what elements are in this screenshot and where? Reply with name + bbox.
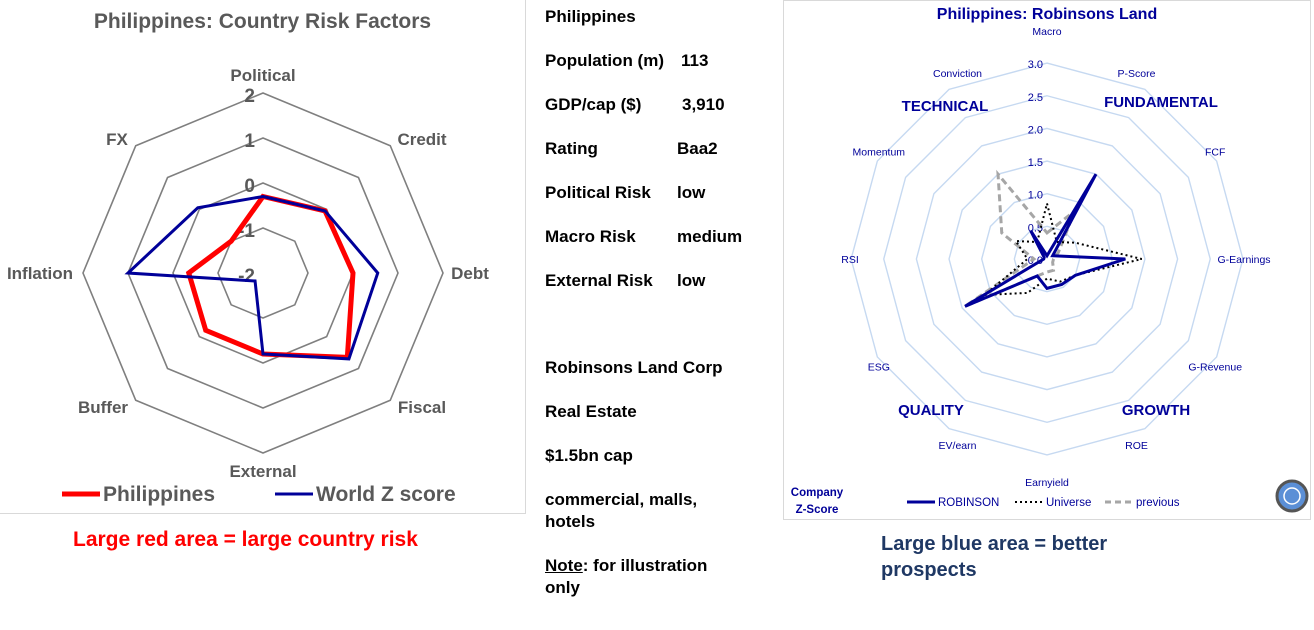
grid-ring bbox=[850, 62, 1244, 456]
info-row-label: Rating bbox=[545, 139, 598, 158]
info-cap: $1.5bn cap bbox=[545, 446, 633, 465]
group-label: GROWTH bbox=[1122, 402, 1190, 419]
tick-label: 2 bbox=[244, 86, 255, 107]
axis-label: Conviction bbox=[933, 68, 982, 80]
tick-label: 2.0 bbox=[1028, 124, 1043, 136]
tick-label: -2 bbox=[238, 266, 255, 287]
grid-ring bbox=[980, 192, 1114, 326]
group-label: QUALITY bbox=[898, 402, 964, 419]
info-row-label: Population (m) bbox=[545, 51, 664, 70]
info-sector: Real Estate bbox=[545, 402, 637, 421]
info-country: Philippines bbox=[545, 7, 636, 26]
axis-label: Earnyield bbox=[1025, 477, 1069, 489]
country-risk-chart-panel bbox=[0, 0, 526, 514]
grid-ring bbox=[1013, 225, 1081, 293]
axis-label: External bbox=[229, 462, 296, 481]
tick-label: 1.5 bbox=[1028, 157, 1043, 169]
info-row-label: Macro Risk bbox=[545, 227, 636, 246]
country-risk-caption: Large red area = large country risk bbox=[73, 528, 418, 551]
axis-label: FCF bbox=[1205, 147, 1225, 159]
info-row-value: low bbox=[677, 271, 706, 290]
axis-label: G-Revenue bbox=[1188, 362, 1242, 374]
axis-label: RSI bbox=[841, 254, 859, 266]
series-line-world-z-score bbox=[124, 194, 380, 361]
grid-ring bbox=[127, 137, 399, 409]
company-zscore-chart-panel bbox=[783, 0, 1311, 520]
zscore-label: Company bbox=[791, 487, 844, 499]
info-row-label: GDP/cap ($) bbox=[545, 95, 642, 114]
axis-label: EV/earn bbox=[939, 440, 977, 452]
info-row-value: 113 bbox=[681, 51, 709, 70]
axis-label: Momentum bbox=[853, 147, 906, 159]
group-label: FUNDAMENTAL bbox=[1104, 94, 1218, 111]
company-caption: Large blue area = better prospects bbox=[881, 533, 1108, 581]
legend-label: previous bbox=[1136, 497, 1180, 509]
grid-ring bbox=[883, 95, 1211, 423]
grid-ring bbox=[217, 227, 309, 319]
group-label: TECHNICAL bbox=[902, 98, 989, 115]
info-note: Note: for illustration only bbox=[545, 555, 735, 599]
legend-label: ROBINSON bbox=[938, 497, 999, 509]
info-row-value: low bbox=[677, 183, 706, 202]
legend-label: Universe bbox=[1046, 497, 1091, 509]
grid-ring bbox=[915, 127, 1179, 391]
zscore-label: Z-Score bbox=[796, 504, 839, 516]
axis-label: Political bbox=[230, 66, 295, 85]
axis-label: Inflation bbox=[7, 264, 73, 283]
tick-label: 3.0 bbox=[1028, 59, 1043, 71]
axis-label: Macro bbox=[1032, 26, 1061, 38]
axis-label: ROE bbox=[1125, 440, 1148, 452]
globe-logo-icon-inner bbox=[1283, 487, 1301, 505]
axis-label: FX bbox=[106, 130, 128, 149]
info-row-value: 3,910 bbox=[682, 95, 725, 114]
axis-label: Fiscal bbox=[398, 398, 446, 417]
series-line-robinson bbox=[964, 173, 1126, 308]
globe-logo-icon bbox=[1275, 479, 1309, 513]
grid-ring bbox=[82, 92, 444, 454]
info-row-value: medium bbox=[677, 227, 743, 246]
axis-label: G-Earnings bbox=[1217, 254, 1270, 266]
tick-label: 1.0 bbox=[1028, 190, 1043, 202]
tick-label: 0 bbox=[244, 176, 255, 197]
series-line-previous bbox=[964, 169, 1079, 308]
info-row-value: Baa2 bbox=[677, 139, 718, 158]
axis-label: P-Score bbox=[1118, 68, 1156, 80]
axis-label: Debt bbox=[451, 264, 489, 283]
legend-label: Philippines bbox=[103, 483, 215, 506]
country-risk-chart-title: Philippines: Country Risk Factors bbox=[93, 10, 432, 33]
legend-label: World Z score bbox=[316, 483, 456, 506]
info-business: commercial, malls, hotels bbox=[545, 490, 698, 531]
country-risk-radar-chart: -2-1012PoliticalCreditDebtFiscalExternal… bbox=[7, 66, 489, 506]
note-label: Note bbox=[545, 556, 583, 575]
tick-label: 1 bbox=[244, 131, 255, 152]
tick-label: 2.5 bbox=[1028, 92, 1043, 104]
info-company: Robinsons Land Corp bbox=[545, 358, 723, 377]
info-row-label: External Risk bbox=[545, 271, 653, 290]
axis-label: Credit bbox=[397, 130, 446, 149]
grid-ring bbox=[948, 160, 1146, 358]
company-chart-title: Philippines: Robinsons Land bbox=[936, 6, 1158, 23]
info-row-label: Political Risk bbox=[545, 183, 651, 202]
company-zscore-radar-chart: 0.00.51.01.52.02.53.0MacroP-ScoreFCFG-Ea… bbox=[791, 26, 1309, 516]
note-text: : for illustration only bbox=[545, 556, 708, 597]
axis-label: Buffer bbox=[78, 398, 128, 417]
axis-label: ESG bbox=[868, 362, 890, 374]
